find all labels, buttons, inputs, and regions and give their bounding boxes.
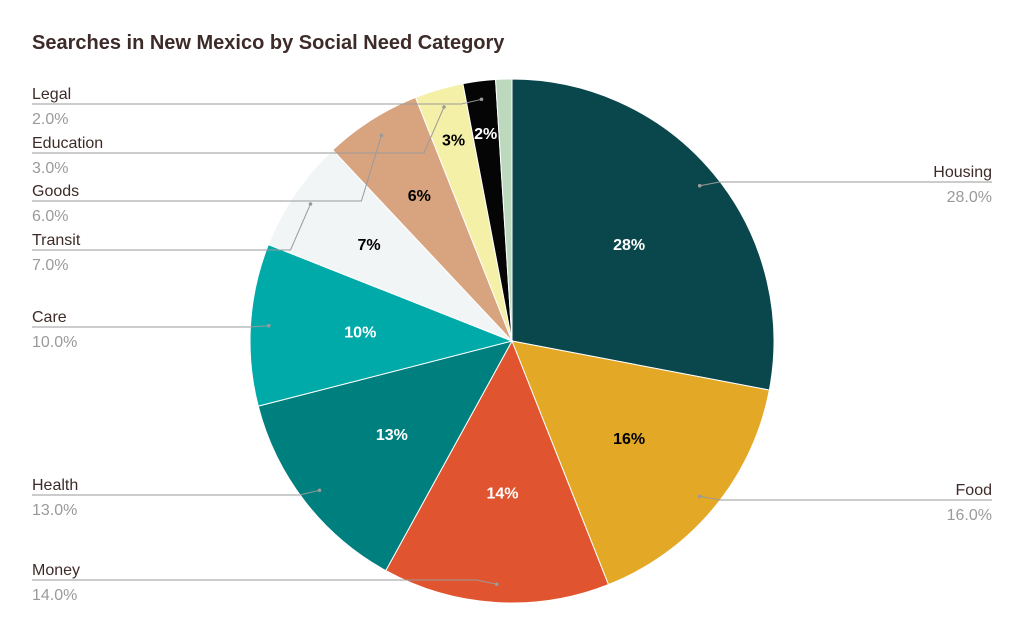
legend-value-care: 10.0%	[32, 334, 77, 351]
slice-label-housing: 28%	[613, 237, 645, 254]
legend-label-housing: Housing	[933, 164, 992, 181]
leader-line-care	[32, 325, 269, 328]
slice-label-goods: 6%	[408, 188, 431, 205]
legend-label-health: Health	[32, 477, 78, 494]
leader-dot-health	[317, 488, 322, 493]
pie-slice-care	[249, 243, 514, 407]
leader-dot-legal	[479, 97, 484, 102]
slice-label-legal: 2%	[474, 126, 497, 143]
slice-label-transit: 7%	[357, 237, 380, 254]
leader-line-health	[32, 489, 320, 496]
leader-dot-care	[267, 323, 271, 328]
leader-dot-education	[442, 105, 446, 109]
pie-slice-housing	[511, 78, 775, 391]
leader-line-education	[32, 106, 445, 154]
legend-value-health: 13.0%	[32, 502, 77, 519]
legend-label-legal: Legal	[32, 86, 71, 103]
pie-slice-health	[257, 340, 513, 572]
pie-slice-food	[511, 340, 770, 586]
legend-label-goods: Goods	[32, 183, 79, 200]
leader-dot-money	[494, 582, 499, 586]
slice-label-money: 14%	[486, 486, 518, 503]
legend-value-food: 16.0%	[947, 507, 992, 524]
legend-value-transit: 7.0%	[32, 257, 68, 274]
legend-value-money: 14.0%	[32, 587, 77, 604]
leader-dot-housing	[697, 183, 702, 188]
slice-label-care: 10%	[344, 325, 376, 342]
pie-slice-other	[495, 78, 513, 342]
legend-label-food: Food	[956, 482, 992, 499]
slice-label-education: 3%	[442, 133, 465, 150]
leader-dot-goods	[379, 133, 384, 138]
leader-line-food	[699, 495, 992, 501]
legend-value-housing: 28.0%	[947, 189, 992, 206]
leader-dot-transit	[308, 202, 313, 206]
legend-label-transit: Transit	[32, 232, 81, 249]
slice-label-food: 16%	[613, 431, 645, 448]
leader-dot-food	[697, 494, 702, 499]
legend-value-education: 3.0%	[32, 160, 68, 177]
legend-label-care: Care	[32, 309, 67, 326]
legend-value-legal: 2.0%	[32, 111, 68, 128]
slice-label-health: 13%	[376, 427, 408, 444]
leader-line-transit	[32, 203, 311, 251]
leader-line-goods	[32, 135, 382, 202]
chart-title: Searches in New Mexico by Social Need Ca…	[32, 32, 505, 54]
legend-label-education: Education	[32, 135, 103, 152]
legend-label-money: Money	[32, 562, 80, 579]
pie-slice-transit	[267, 149, 513, 342]
leader-line-legal	[32, 98, 482, 105]
legend-value-goods: 6.0%	[32, 208, 68, 225]
leader-line-housing	[699, 181, 992, 187]
leader-line-money	[32, 579, 497, 585]
